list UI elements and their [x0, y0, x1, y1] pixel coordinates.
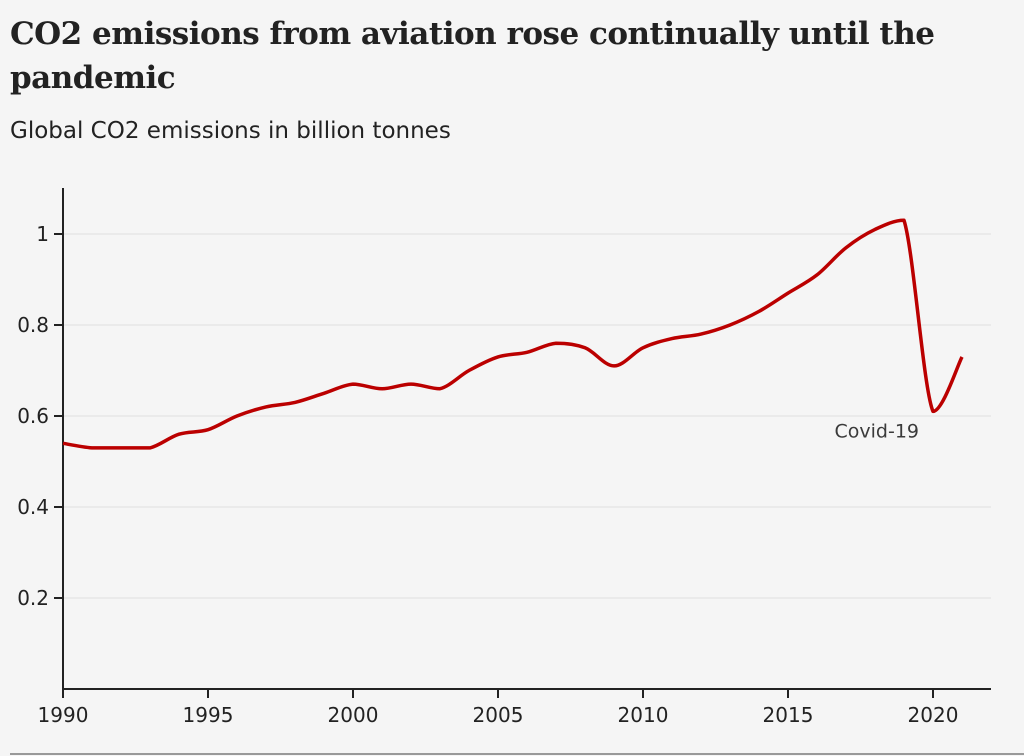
x-tick-label: 2000 [328, 703, 379, 727]
x-tick-label: 1990 [38, 703, 89, 727]
annotations: Covid-19 [834, 420, 919, 442]
x-axis: 1990 1995 2000 2005 2010 2015 2020 [38, 688, 991, 727]
bottom-divider [10, 753, 1024, 755]
y-tick-label: 0.2 [17, 586, 49, 610]
series-layer [62, 218, 964, 450]
y-tick-label: 0.6 [17, 404, 49, 428]
y-tick-label: 0.8 [17, 313, 49, 337]
x-tick-label: 2020 [908, 703, 959, 727]
chart-title: CO2 emissions from aviation rose continu… [10, 16, 935, 96]
gridlines [64, 233, 991, 599]
annotation-covid-19: Covid-19 [834, 420, 919, 442]
y-tick-label: 0.4 [17, 495, 49, 519]
y-tick-label: 1 [36, 222, 49, 246]
chart-subtitle: Global CO2 emissions in billion tonnes [10, 118, 451, 144]
x-tick-label: 2015 [763, 703, 814, 727]
y-axis: 0.2 0.4 0.6 0.8 1 [17, 188, 64, 690]
series-line [62, 218, 964, 450]
x-tick-label: 2005 [473, 703, 524, 727]
x-tick-label: 2010 [618, 703, 669, 727]
x-tick-label: 1995 [183, 703, 234, 727]
